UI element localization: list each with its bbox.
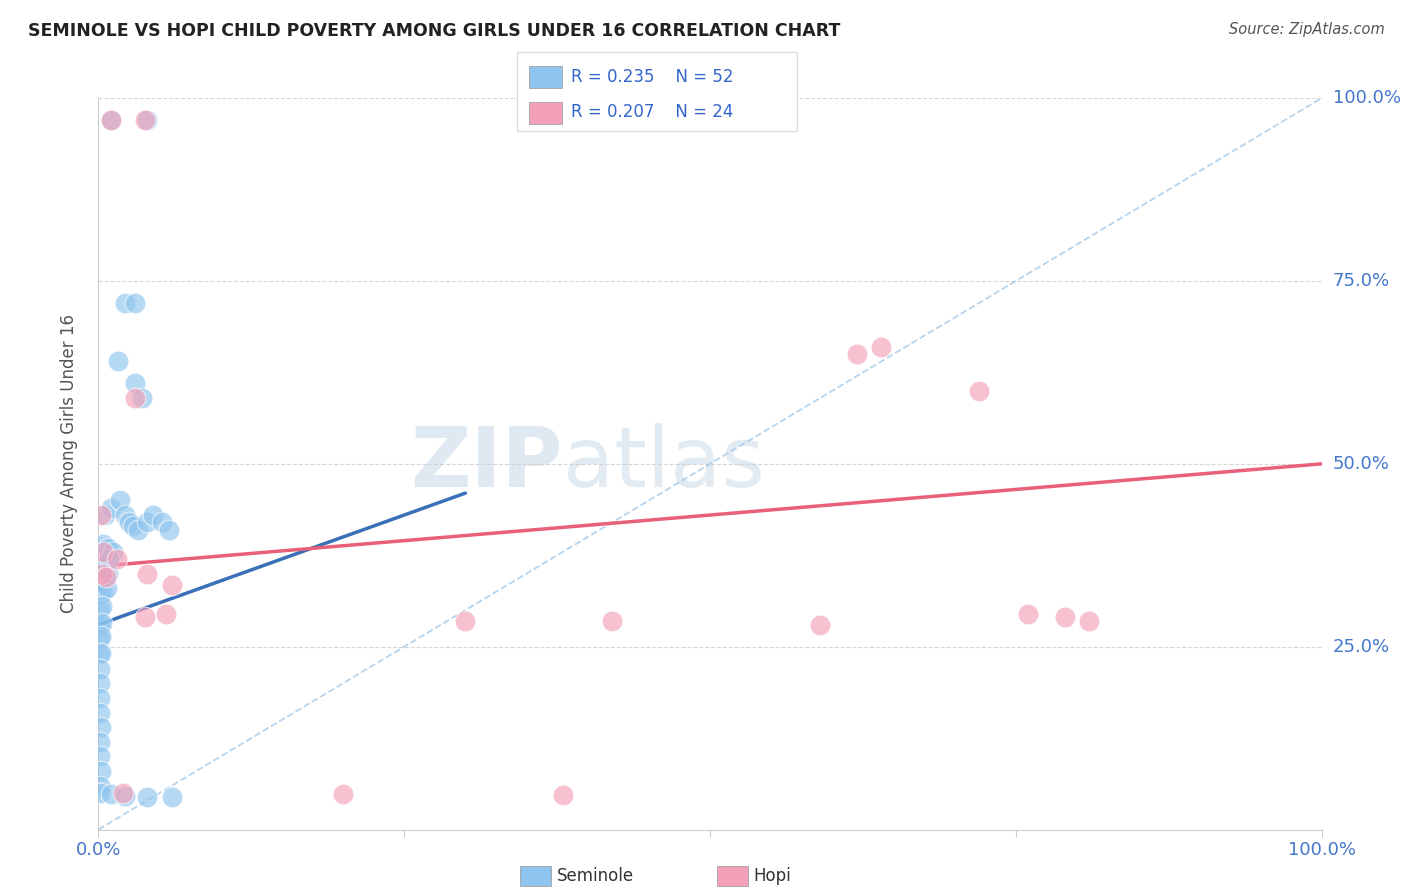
Point <box>967 384 990 398</box>
Point <box>89 786 111 800</box>
Point <box>91 559 114 574</box>
Point <box>845 347 868 361</box>
Point <box>600 614 623 628</box>
Point <box>332 788 354 802</box>
Point <box>114 789 136 803</box>
Point <box>1017 607 1039 621</box>
Point <box>97 566 120 581</box>
Point <box>89 603 111 617</box>
Point <box>89 662 111 676</box>
Text: 50.0%: 50.0% <box>1333 455 1389 473</box>
Point <box>89 589 111 603</box>
Text: atlas: atlas <box>564 424 765 504</box>
Point <box>90 574 112 588</box>
Point <box>155 607 177 621</box>
Point <box>124 296 146 310</box>
Point <box>1053 610 1076 624</box>
Y-axis label: Child Poverty Among Girls Under 16: Child Poverty Among Girls Under 16 <box>59 314 77 614</box>
Point <box>160 577 183 591</box>
Text: 75.0%: 75.0% <box>1333 272 1391 290</box>
Point <box>94 570 117 584</box>
Point <box>91 566 114 581</box>
Text: 25.0%: 25.0% <box>1333 638 1391 656</box>
Point <box>134 610 156 624</box>
Point <box>100 500 122 515</box>
Text: Hopi: Hopi <box>754 867 792 885</box>
Point <box>90 646 112 660</box>
Point <box>114 508 136 522</box>
Point <box>150 516 173 530</box>
Point <box>89 676 111 690</box>
Point <box>1078 614 1101 628</box>
Point <box>90 508 112 522</box>
Point <box>110 493 132 508</box>
Point <box>124 391 146 405</box>
Point <box>93 570 115 584</box>
Text: R = 0.235    N = 52: R = 0.235 N = 52 <box>571 68 734 86</box>
Point <box>89 706 111 720</box>
Point <box>89 749 111 764</box>
Point <box>118 516 141 530</box>
Point <box>136 789 159 804</box>
Point <box>98 552 121 566</box>
Point <box>89 779 111 793</box>
Point <box>89 617 111 632</box>
Text: R = 0.207    N = 24: R = 0.207 N = 24 <box>571 103 733 121</box>
Point <box>100 113 122 128</box>
Point <box>870 340 893 354</box>
Point <box>142 508 165 522</box>
Point <box>160 790 183 805</box>
Point <box>101 544 124 558</box>
Point <box>105 552 128 566</box>
Point <box>100 113 122 128</box>
Point <box>93 508 115 522</box>
Point <box>127 523 149 537</box>
Point <box>136 113 159 128</box>
Point <box>111 786 134 800</box>
Point <box>90 764 112 778</box>
Point <box>90 629 112 643</box>
Point <box>94 556 117 570</box>
Point <box>91 537 114 551</box>
Point <box>89 735 111 749</box>
Point <box>134 113 156 128</box>
Point <box>121 519 143 533</box>
Point <box>114 296 136 310</box>
Point <box>553 788 575 802</box>
Point <box>91 585 114 599</box>
Point <box>136 566 159 581</box>
Text: ZIP: ZIP <box>411 424 564 504</box>
Point <box>90 720 112 734</box>
Point <box>131 391 153 405</box>
Point <box>100 788 122 802</box>
Point <box>96 581 118 595</box>
Point <box>91 544 114 558</box>
Point <box>136 516 159 530</box>
Point <box>89 690 111 705</box>
Point <box>157 523 180 537</box>
Text: SEMINOLE VS HOPI CHILD POVERTY AMONG GIRLS UNDER 16 CORRELATION CHART: SEMINOLE VS HOPI CHILD POVERTY AMONG GIR… <box>28 22 841 40</box>
Text: Source: ZipAtlas.com: Source: ZipAtlas.com <box>1229 22 1385 37</box>
Point <box>89 647 111 661</box>
Point <box>89 632 111 647</box>
Point <box>124 376 146 391</box>
Point <box>107 354 129 368</box>
Text: 100.0%: 100.0% <box>1333 89 1400 107</box>
Point <box>91 616 114 631</box>
Point <box>808 617 831 632</box>
Point <box>91 599 114 614</box>
Point <box>454 614 477 628</box>
Text: Seminole: Seminole <box>557 867 634 885</box>
Point <box>97 541 120 555</box>
